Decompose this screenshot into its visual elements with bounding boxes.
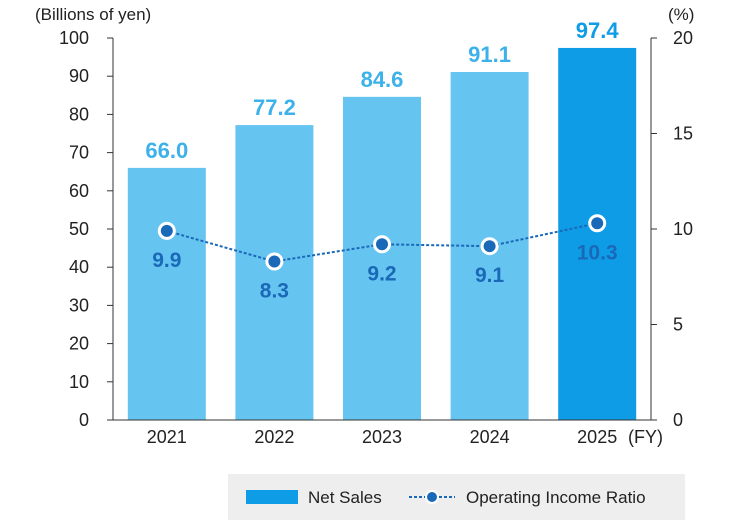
right-axis-unit: (%) <box>668 5 694 24</box>
x-tick-label: 2021 <box>147 427 187 447</box>
net-sales-value-label: 91.1 <box>468 42 511 67</box>
net-sales-value-label: 77.2 <box>253 95 296 120</box>
left-tick-label: 100 <box>59 28 89 48</box>
net-sales-bar <box>343 96 421 420</box>
operating-ratio-value-label: 9.1 <box>475 264 505 287</box>
x-tick-label: 2023 <box>362 427 402 447</box>
operating-ratio-point <box>373 235 391 254</box>
net-sales-value-label: 66.0 <box>145 138 188 163</box>
left-tick-label: 40 <box>69 257 89 277</box>
left-tick-label: 30 <box>69 295 89 315</box>
left-tick-label: 10 <box>69 372 89 392</box>
x-tick-label: 2022 <box>254 427 294 447</box>
net-sales-bar <box>558 47 637 420</box>
operating-ratio-point <box>588 214 607 233</box>
left-axis: 0 10 20 30 40 50 60 70 80 90 100 <box>59 28 114 430</box>
operating-ratio-point <box>265 252 284 271</box>
left-tick-label: 0 <box>79 410 89 430</box>
net-sales-bars: 66.0 77.2 84.6 91.1 97.4 <box>127 18 637 421</box>
legend-background <box>228 474 685 520</box>
left-tick-label: 20 <box>69 334 89 354</box>
operating-ratio-value-label: 9.2 <box>367 262 396 285</box>
x-axis-labels: 2021 2022 2023 2024 2025 <box>113 419 651 447</box>
x-axis-unit: (FY) <box>628 427 663 447</box>
right-tick-label: 15 <box>673 124 693 144</box>
operating-ratio-value-label: 9.9 <box>152 249 181 272</box>
left-axis-unit: (Billions of yen) <box>35 5 151 24</box>
right-tick-label: 0 <box>673 410 683 430</box>
operating-ratio-point <box>480 237 499 256</box>
net-sales-bar <box>235 125 314 420</box>
legend-net-sales-label: Net Sales <box>308 488 382 507</box>
operating-ratio-line: 9.9 8.3 9.2 9.1 10.3 <box>152 214 618 302</box>
net-sales-bar <box>127 167 206 420</box>
legend-net-sales-swatch <box>246 490 298 504</box>
left-tick-label: 80 <box>69 104 89 124</box>
legend: Net Sales Operating Income Ratio <box>228 474 685 520</box>
legend-operating-ratio-marker <box>425 490 439 504</box>
left-tick-label: 50 <box>69 219 89 239</box>
left-tick-label: 70 <box>69 143 89 163</box>
right-tick-label: 5 <box>673 315 683 335</box>
x-tick-label: 2025 <box>577 427 617 447</box>
net-sales-value-label: 84.6 <box>361 67 404 92</box>
left-tick-label: 90 <box>69 66 89 86</box>
operating-ratio-point <box>157 221 176 240</box>
left-tick-label: 60 <box>69 181 89 201</box>
operating-ratio-value-label: 8.3 <box>260 279 289 302</box>
operating-ratio-value-label: 10.3 <box>577 241 618 264</box>
right-tick-label: 20 <box>673 28 693 48</box>
right-axis: 0 5 10 15 20 <box>650 28 693 430</box>
legend-operating-ratio-label: Operating Income Ratio <box>466 488 646 507</box>
right-tick-label: 10 <box>673 219 693 239</box>
net-sales-value-label: 97.4 <box>576 18 620 43</box>
x-tick-label: 2024 <box>470 427 510 447</box>
